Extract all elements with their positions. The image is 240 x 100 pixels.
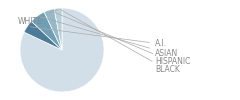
Text: WHITE: WHITE	[18, 9, 58, 26]
Wedge shape	[20, 8, 104, 92]
Text: HISPANIC: HISPANIC	[52, 11, 190, 66]
Text: ASIAN: ASIAN	[40, 17, 178, 57]
Text: BLACK: BLACK	[60, 10, 180, 74]
Wedge shape	[31, 12, 62, 50]
Text: A.I.: A.I.	[30, 27, 167, 48]
Wedge shape	[44, 9, 62, 50]
Wedge shape	[54, 8, 62, 50]
Wedge shape	[24, 21, 62, 50]
